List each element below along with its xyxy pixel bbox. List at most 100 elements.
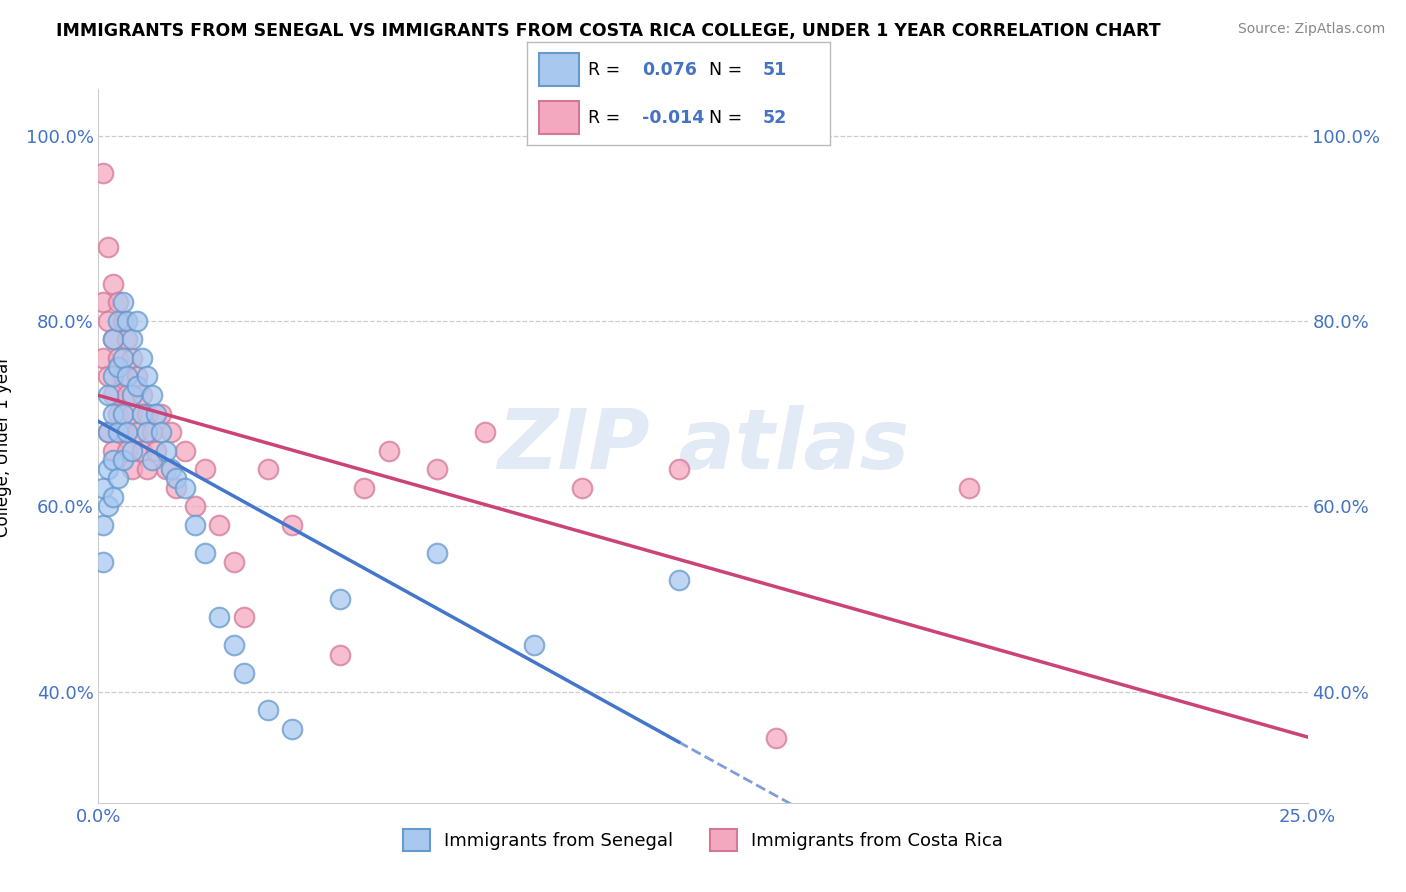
Text: 0.076: 0.076: [643, 61, 697, 78]
Point: [668, 462, 690, 476]
Point: [91, 481, 114, 495]
Point: [117, 314, 139, 328]
Point: [353, 481, 375, 495]
Point: [135, 462, 157, 476]
Point: [281, 517, 304, 532]
Point: [111, 407, 134, 421]
Point: [155, 443, 177, 458]
Point: [194, 462, 217, 476]
Point: [101, 407, 124, 421]
Point: [160, 462, 183, 476]
Text: 52: 52: [763, 109, 787, 127]
FancyBboxPatch shape: [540, 54, 579, 86]
FancyBboxPatch shape: [540, 102, 579, 134]
Point: [121, 388, 143, 402]
Point: [222, 555, 245, 569]
Point: [281, 722, 304, 736]
Text: R =: R =: [588, 61, 626, 78]
Point: [111, 351, 134, 365]
Point: [208, 610, 231, 624]
Point: [184, 500, 207, 514]
Point: [174, 481, 197, 495]
Point: [131, 443, 153, 458]
Point: [91, 295, 114, 310]
Text: 51: 51: [763, 61, 787, 78]
Text: N =: N =: [709, 61, 748, 78]
Point: [329, 648, 352, 662]
Point: [121, 407, 143, 421]
Point: [668, 574, 690, 588]
Point: [256, 462, 278, 476]
Point: [97, 500, 120, 514]
Point: [135, 407, 157, 421]
Point: [208, 517, 231, 532]
Point: [145, 407, 167, 421]
Point: [107, 425, 129, 439]
Point: [135, 425, 157, 439]
Point: [107, 471, 129, 485]
Point: [256, 703, 278, 717]
Point: [107, 295, 129, 310]
Point: [101, 369, 124, 384]
Point: [127, 314, 149, 328]
Point: [91, 555, 114, 569]
Point: [117, 369, 139, 384]
Point: [117, 425, 139, 439]
Point: [117, 443, 139, 458]
Point: [107, 407, 129, 421]
Point: [131, 388, 153, 402]
Text: IMMIGRANTS FROM SENEGAL VS IMMIGRANTS FROM COSTA RICA COLLEGE, UNDER 1 YEAR CORR: IMMIGRANTS FROM SENEGAL VS IMMIGRANTS FR…: [56, 22, 1161, 40]
Point: [101, 388, 124, 402]
Point: [91, 517, 114, 532]
Point: [117, 333, 139, 347]
Point: [141, 425, 163, 439]
Point: [426, 545, 449, 559]
Point: [127, 369, 149, 384]
Point: [135, 369, 157, 384]
Point: [111, 314, 134, 328]
Point: [377, 443, 399, 458]
Point: [165, 481, 187, 495]
Point: [111, 453, 134, 467]
Text: Source: ZipAtlas.com: Source: ZipAtlas.com: [1237, 22, 1385, 37]
Point: [91, 166, 114, 180]
Point: [329, 591, 352, 606]
Legend: Immigrants from Senegal, Immigrants from Costa Rica: Immigrants from Senegal, Immigrants from…: [395, 822, 1011, 858]
Point: [111, 295, 134, 310]
Text: ZIP atlas: ZIP atlas: [496, 406, 910, 486]
Point: [232, 666, 254, 681]
Point: [127, 425, 149, 439]
Point: [131, 351, 153, 365]
Point: [121, 351, 143, 365]
Point: [97, 388, 120, 402]
Point: [160, 425, 183, 439]
Point: [765, 731, 787, 745]
Point: [121, 443, 143, 458]
Point: [111, 425, 134, 439]
Text: -0.014: -0.014: [643, 109, 704, 127]
Point: [97, 314, 120, 328]
Point: [117, 388, 139, 402]
Point: [150, 425, 173, 439]
Point: [174, 443, 197, 458]
Point: [121, 333, 143, 347]
Point: [97, 425, 120, 439]
Point: [97, 240, 120, 254]
Point: [101, 490, 124, 504]
Point: [165, 471, 187, 485]
Point: [107, 314, 129, 328]
Point: [97, 369, 120, 384]
Text: R =: R =: [588, 109, 626, 127]
Point: [101, 277, 124, 291]
Point: [107, 351, 129, 365]
Point: [150, 407, 173, 421]
Point: [523, 638, 546, 652]
Point: [141, 453, 163, 467]
Point: [101, 453, 124, 467]
Y-axis label: College, Under 1 year: College, Under 1 year: [0, 355, 11, 537]
Point: [101, 443, 124, 458]
Point: [474, 425, 496, 439]
Point: [97, 425, 120, 439]
Point: [101, 333, 124, 347]
Point: [957, 481, 980, 495]
